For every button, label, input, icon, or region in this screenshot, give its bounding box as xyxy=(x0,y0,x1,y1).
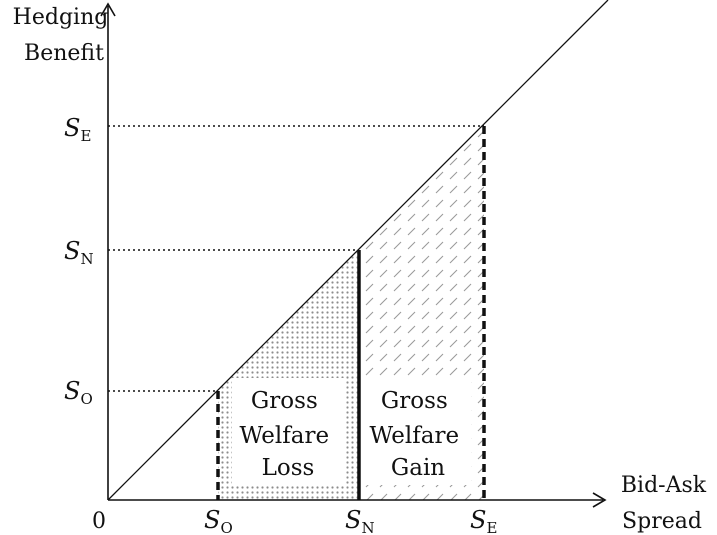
x-tick-so: SO xyxy=(204,506,233,535)
x-axis-arrowhead xyxy=(592,492,607,508)
benefit-line xyxy=(107,0,609,501)
y-axis-title: Hedging Benefit xyxy=(13,5,116,66)
origin-label: 0 xyxy=(92,509,106,534)
x-axis-title: Bid-Ask Spread xyxy=(621,473,713,534)
y-axis-arrowhead xyxy=(100,2,116,17)
loss-label-box xyxy=(232,378,344,485)
y-tick-sn: SN xyxy=(64,237,94,268)
gross-welfare-loss-label: Gross Welfare Loss xyxy=(240,388,337,481)
x-tick-sn: SN xyxy=(345,506,375,535)
gain-label-box xyxy=(364,378,471,485)
y-tick-se: SE xyxy=(64,114,91,145)
gross-welfare-gain-label: Gross Welfare Gain xyxy=(370,388,467,481)
x-tick-se: SE xyxy=(470,506,497,535)
y-tick-so: SO xyxy=(64,377,93,408)
